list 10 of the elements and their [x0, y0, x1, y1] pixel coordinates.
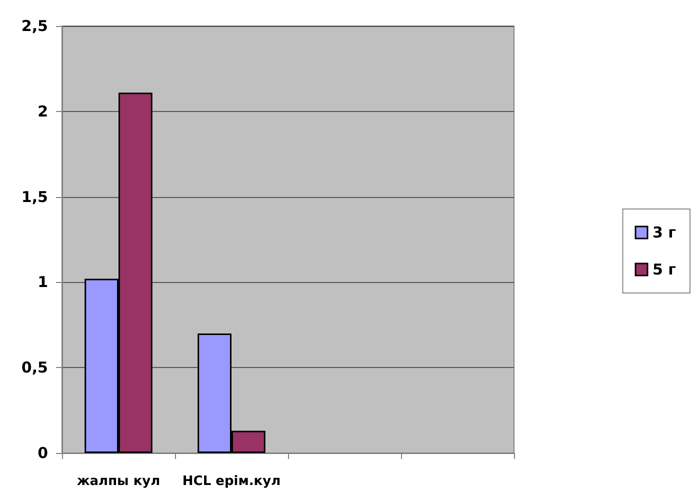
y-tick-label: 0	[38, 444, 48, 462]
legend-label: 3 г	[652, 224, 676, 242]
y-tick-label: 2,5	[21, 17, 48, 35]
legend-label: 5 г	[652, 260, 676, 278]
x-tick-label: HCL ерім.кул	[182, 474, 281, 489]
x-tick-label: жалпы кул	[76, 474, 160, 489]
y-tick-label: 1	[38, 273, 48, 292]
y-tick-label: 0,5	[21, 358, 48, 377]
y-tick-label: 2	[38, 102, 48, 120]
y-tick-label: 1,5	[21, 188, 48, 206]
